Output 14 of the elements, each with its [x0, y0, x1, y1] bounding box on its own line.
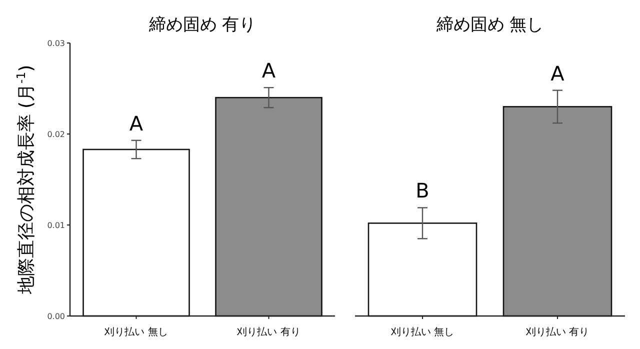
x-tick-label: 刈り払い 有り: [524, 326, 590, 338]
y-tick-label: 0.02: [47, 130, 65, 139]
y-tick-label: 0.03: [47, 38, 65, 48]
x-tick-label: 刈り払い 無し: [104, 326, 168, 338]
y-tick-label: 0.00: [47, 312, 65, 321]
annotation: B: [416, 178, 430, 203]
annotation: A: [550, 61, 565, 86]
annotation: A: [129, 111, 144, 136]
chart-title: 締め固め 無し: [435, 15, 544, 35]
x-tick-label: 刈り払い 無し: [390, 326, 454, 338]
annotation: A: [262, 58, 276, 83]
y-tick-label: 0.01: [47, 220, 65, 230]
chart-title: 締め固め 有り: [148, 15, 256, 35]
x-tick-label: 刈り払い 有り: [236, 326, 300, 338]
